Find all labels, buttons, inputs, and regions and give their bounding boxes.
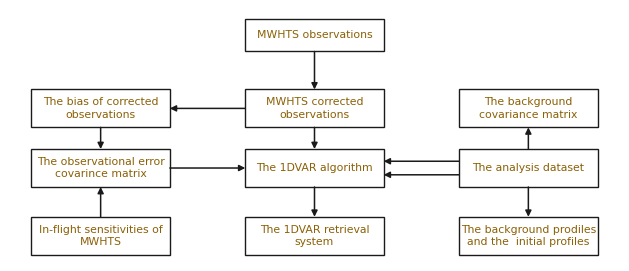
Text: MWHTS corrected
observations: MWHTS corrected observations	[265, 97, 364, 120]
Text: The 1DVAR retrieval
system: The 1DVAR retrieval system	[260, 225, 369, 247]
Text: The bias of corrected
observations: The bias of corrected observations	[43, 97, 159, 120]
FancyBboxPatch shape	[245, 149, 384, 187]
FancyBboxPatch shape	[245, 217, 384, 255]
FancyBboxPatch shape	[245, 89, 384, 127]
Text: The analysis dataset: The analysis dataset	[472, 163, 584, 173]
Text: The background prodiles
and the  initial profiles: The background prodiles and the initial …	[460, 225, 596, 247]
FancyBboxPatch shape	[459, 217, 598, 255]
Text: MWHTS observations: MWHTS observations	[257, 30, 372, 40]
FancyBboxPatch shape	[31, 217, 170, 255]
FancyBboxPatch shape	[459, 149, 598, 187]
Text: The background
covariance matrix: The background covariance matrix	[479, 97, 577, 120]
FancyBboxPatch shape	[245, 19, 384, 51]
Text: In-flight sensitivities of
MWHTS: In-flight sensitivities of MWHTS	[39, 225, 162, 247]
Text: The 1DVAR algorithm: The 1DVAR algorithm	[256, 163, 373, 173]
FancyBboxPatch shape	[459, 89, 598, 127]
Text: The observational error
covarince matrix: The observational error covarince matrix	[36, 157, 165, 179]
FancyBboxPatch shape	[31, 89, 170, 127]
FancyBboxPatch shape	[31, 149, 170, 187]
